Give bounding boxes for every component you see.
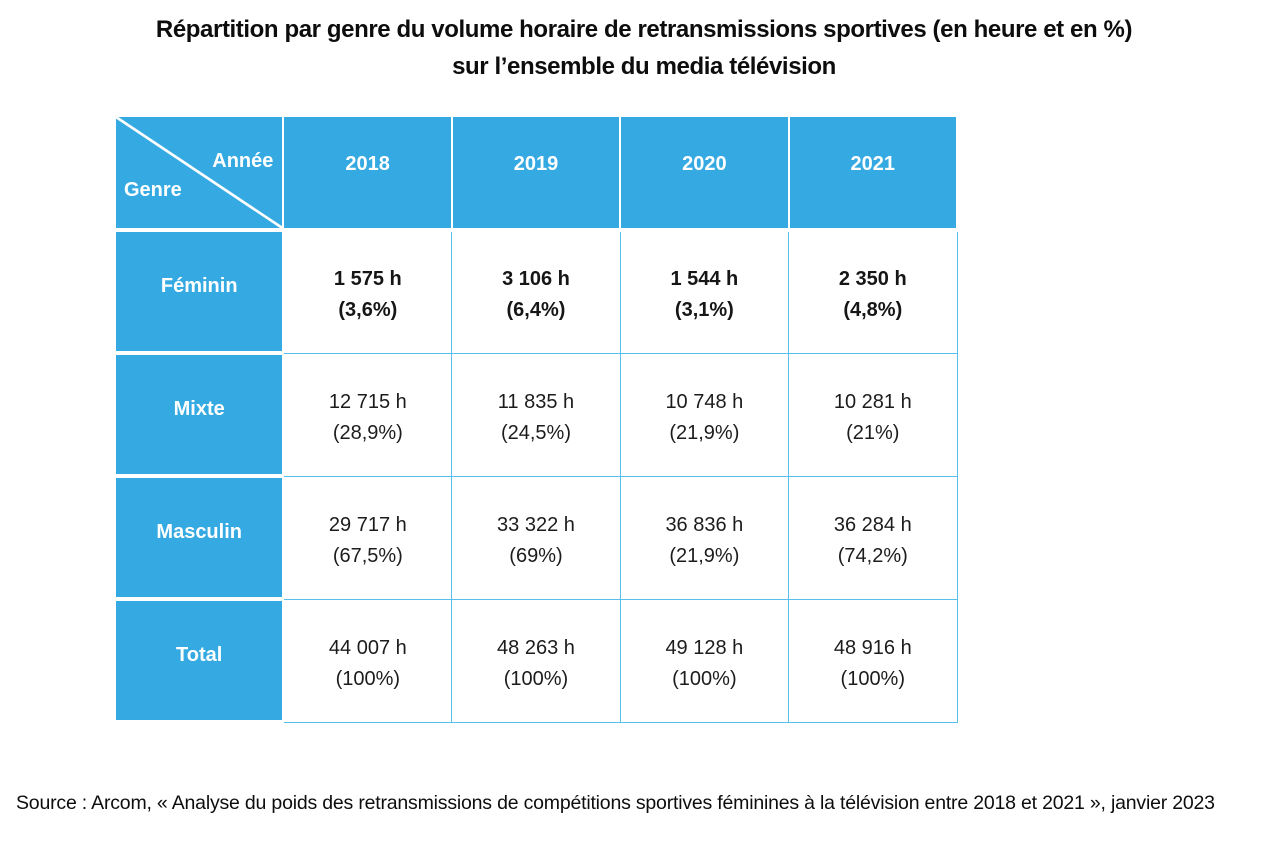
cell-feminin-2021: 2 350 h (4,8%) [788, 229, 958, 354]
cell-hours: 48 263 h [497, 636, 575, 659]
cell-percent: (28,9%) [332, 421, 403, 444]
cell-percent: (4,8%) [843, 299, 903, 322]
table-header-row: Année Genre 2018 2019 2020 2021 [113, 113, 959, 232]
cell-hours: 44 007 h [328, 636, 407, 659]
cell-hours: 10 748 h [665, 390, 744, 413]
cell-hours: 36 836 h [665, 513, 744, 536]
cell-hours: 1 544 h [670, 268, 739, 291]
cell-percent: (100%) [672, 667, 737, 690]
cell-mixte-2021: 10 281 h (21%) [788, 352, 958, 477]
cell-total-2020: 49 128 h (100%) [619, 598, 790, 723]
cell-percent: (6,4%) [506, 299, 566, 322]
diagonal-divider [116, 117, 283, 228]
cell-mixte-2019: 11 835 h (24,5%) [451, 352, 621, 477]
year-header-2021: 2021 [787, 113, 959, 232]
cell-total-2021: 48 916 h (100%) [788, 598, 958, 723]
figure-title-line1: Répartition par genre du volume horaire … [155, 16, 1133, 43]
table-row-mixte: Mixte 12 715 h (28,9%) 11 835 h (24,5%) … [113, 351, 958, 478]
cell-percent: (24,5%) [500, 421, 571, 444]
table-row-feminin: Féminin 1 575 h (3,6%) 3 106 h (6,4%) 1 … [113, 228, 958, 355]
cell-percent: (21%) [846, 421, 900, 444]
cell-masculin-2019: 33 322 h (69%) [451, 475, 621, 600]
cell-hours: 11 835 h [497, 390, 575, 413]
year-header-2020: 2020 [619, 113, 790, 232]
cell-hours: 10 281 h [833, 390, 912, 413]
cell-percent: (100%) [840, 667, 906, 690]
corner-label-annee: Année [212, 150, 274, 172]
cell-total-2018: 44 007 h (100%) [282, 598, 453, 723]
row-label-total: Total [113, 597, 285, 724]
cell-masculin-2018: 29 717 h (67,5%) [282, 475, 453, 600]
year-header-2018: 2018 [282, 113, 453, 232]
cell-percent: (3,1%) [674, 299, 734, 322]
cell-total-2019: 48 263 h (100%) [451, 598, 621, 723]
cell-percent: (100%) [335, 667, 401, 690]
corner-label-genre: Genre [124, 179, 182, 201]
figure-title: Répartition par genre du volume horaire … [0, 11, 1288, 85]
cell-hours: 33 322 h [497, 513, 575, 536]
cell-feminin-2019: 3 106 h (6,4%) [451, 229, 621, 354]
table-row-total: Total 44 007 h (100%) 48 263 h (100%) 49… [113, 597, 958, 724]
table-row-masculin: Masculin 29 717 h (67,5%) 33 322 h (69%)… [113, 474, 958, 601]
cell-percent: (67,5%) [332, 544, 403, 567]
cell-masculin-2021: 36 284 h (74,2%) [788, 475, 958, 600]
figure-title-line2: sur l’ensemble du media télévision [452, 53, 836, 80]
cell-mixte-2018: 12 715 h (28,9%) [282, 352, 453, 477]
cell-hours: 1 575 h [333, 268, 402, 291]
year-header-2019: 2019 [450, 113, 622, 232]
cell-hours: 3 106 h [502, 268, 570, 291]
cell-masculin-2020: 36 836 h (21,9%) [619, 475, 790, 600]
cell-hours: 49 128 h [665, 636, 744, 659]
source-citation: Source : Arcom, « Analyse du poids des r… [16, 792, 1215, 814]
cell-percent: (3,6%) [338, 299, 398, 322]
corner-header-cell: Année Genre [113, 113, 285, 232]
cell-mixte-2020: 10 748 h (21,9%) [619, 352, 790, 477]
data-table: Année Genre 2018 2019 2020 2021 Féminin … [113, 113, 959, 724]
cell-percent: (69%) [509, 544, 563, 567]
cell-percent: (74,2%) [837, 544, 908, 567]
cell-hours: 2 350 h [838, 268, 907, 291]
cell-feminin-2020: 1 544 h (3,1%) [619, 229, 790, 354]
cell-hours: 48 916 h [833, 636, 912, 659]
cell-percent: (21,9%) [669, 421, 740, 444]
row-label-masculin: Masculin [113, 474, 285, 601]
row-label-feminin: Féminin [113, 228, 285, 355]
cell-hours: 36 284 h [833, 513, 912, 536]
cell-feminin-2018: 1 575 h (3,6%) [282, 229, 453, 354]
row-label-mixte: Mixte [113, 351, 285, 478]
cell-percent: (21,9%) [669, 544, 740, 567]
cell-percent: (100%) [503, 667, 569, 690]
cell-hours: 12 715 h [328, 390, 407, 413]
cell-hours: 29 717 h [328, 513, 407, 536]
